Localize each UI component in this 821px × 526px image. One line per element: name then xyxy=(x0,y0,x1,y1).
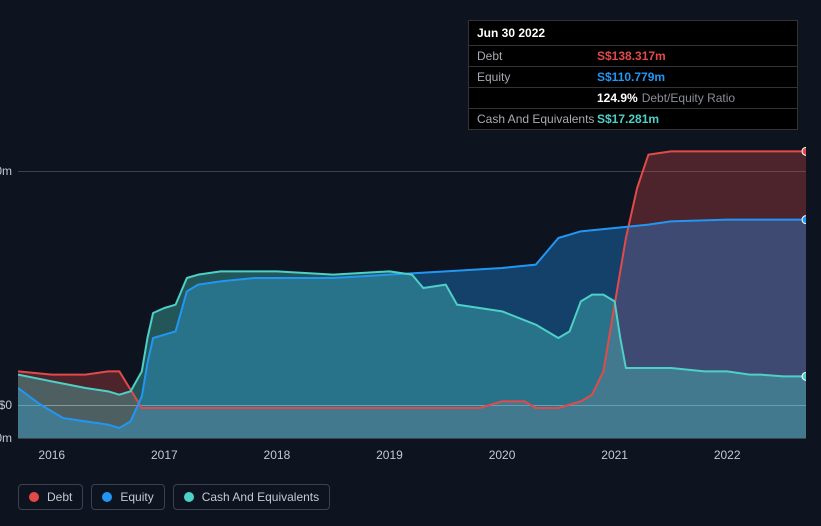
legend-item-debt[interactable]: Debt xyxy=(18,484,83,510)
series-endpoint-debt xyxy=(802,147,806,155)
legend-item-label: Cash And Equivalents xyxy=(202,490,319,504)
series-endpoint-cash-and-equivalents xyxy=(802,372,806,380)
tooltip-row: Cash And EquivalentsS$17.281m xyxy=(469,109,797,129)
legend-swatch xyxy=(184,492,194,502)
legend-item-label: Debt xyxy=(47,490,72,504)
legend-swatch xyxy=(29,492,39,502)
x-axis-tick: 2017 xyxy=(151,438,178,462)
tooltip-row-value: S$17.281m xyxy=(597,113,659,125)
tooltip-row-extra: Debt/Equity Ratio xyxy=(642,92,735,104)
tooltip-row-value: 124.9% xyxy=(597,92,638,104)
chart-svg xyxy=(18,138,806,438)
legend-item-cash-and-equivalents[interactable]: Cash And Equivalents xyxy=(173,484,330,510)
x-axis-tick: 2020 xyxy=(489,438,516,462)
x-axis-tick: 2019 xyxy=(376,438,403,462)
tooltip-row-value: S$138.317m xyxy=(597,50,666,62)
tooltip-row-value: S$110.779m xyxy=(597,71,665,83)
legend-swatch xyxy=(102,492,112,502)
series-endpoint-equity xyxy=(802,216,806,224)
tooltip-row-label: Cash And Equivalents xyxy=(477,113,597,125)
y-axis-tick: S$0 xyxy=(0,398,18,412)
chart-tooltip: Jun 30 2022 DebtS$138.317mEquityS$110.77… xyxy=(468,20,798,130)
gridline xyxy=(18,438,806,439)
tooltip-date: Jun 30 2022 xyxy=(469,21,797,46)
tooltip-row-label: Equity xyxy=(477,71,597,83)
tooltip-row-label: Debt xyxy=(477,50,597,62)
legend-item-equity[interactable]: Equity xyxy=(91,484,164,510)
tooltip-row: 124.9% Debt/Equity Ratio xyxy=(469,88,797,109)
debt-equity-chart: -S$20m S$0 S$140m 2016 2017 2018 2019 2020 2021 2… xyxy=(0,0,821,526)
x-axis-tick: 2016 xyxy=(38,438,65,462)
chart-legend: Debt Equity Cash And Equivalents xyxy=(18,484,330,510)
y-axis-tick: -S$20m xyxy=(0,431,18,445)
x-axis-tick: 2018 xyxy=(264,438,291,462)
plot-area[interactable]: -S$20mS$0S$140m2016201720182019202020212… xyxy=(18,138,806,438)
tooltip-row-label xyxy=(477,92,597,104)
legend-item-label: Equity xyxy=(120,490,153,504)
y-axis-tick: S$140m xyxy=(0,164,18,178)
x-axis-tick: 2021 xyxy=(601,438,628,462)
tooltip-row: DebtS$138.317m xyxy=(469,46,797,67)
tooltip-row: EquityS$110.779m xyxy=(469,67,797,88)
x-axis-tick: 2022 xyxy=(714,438,741,462)
